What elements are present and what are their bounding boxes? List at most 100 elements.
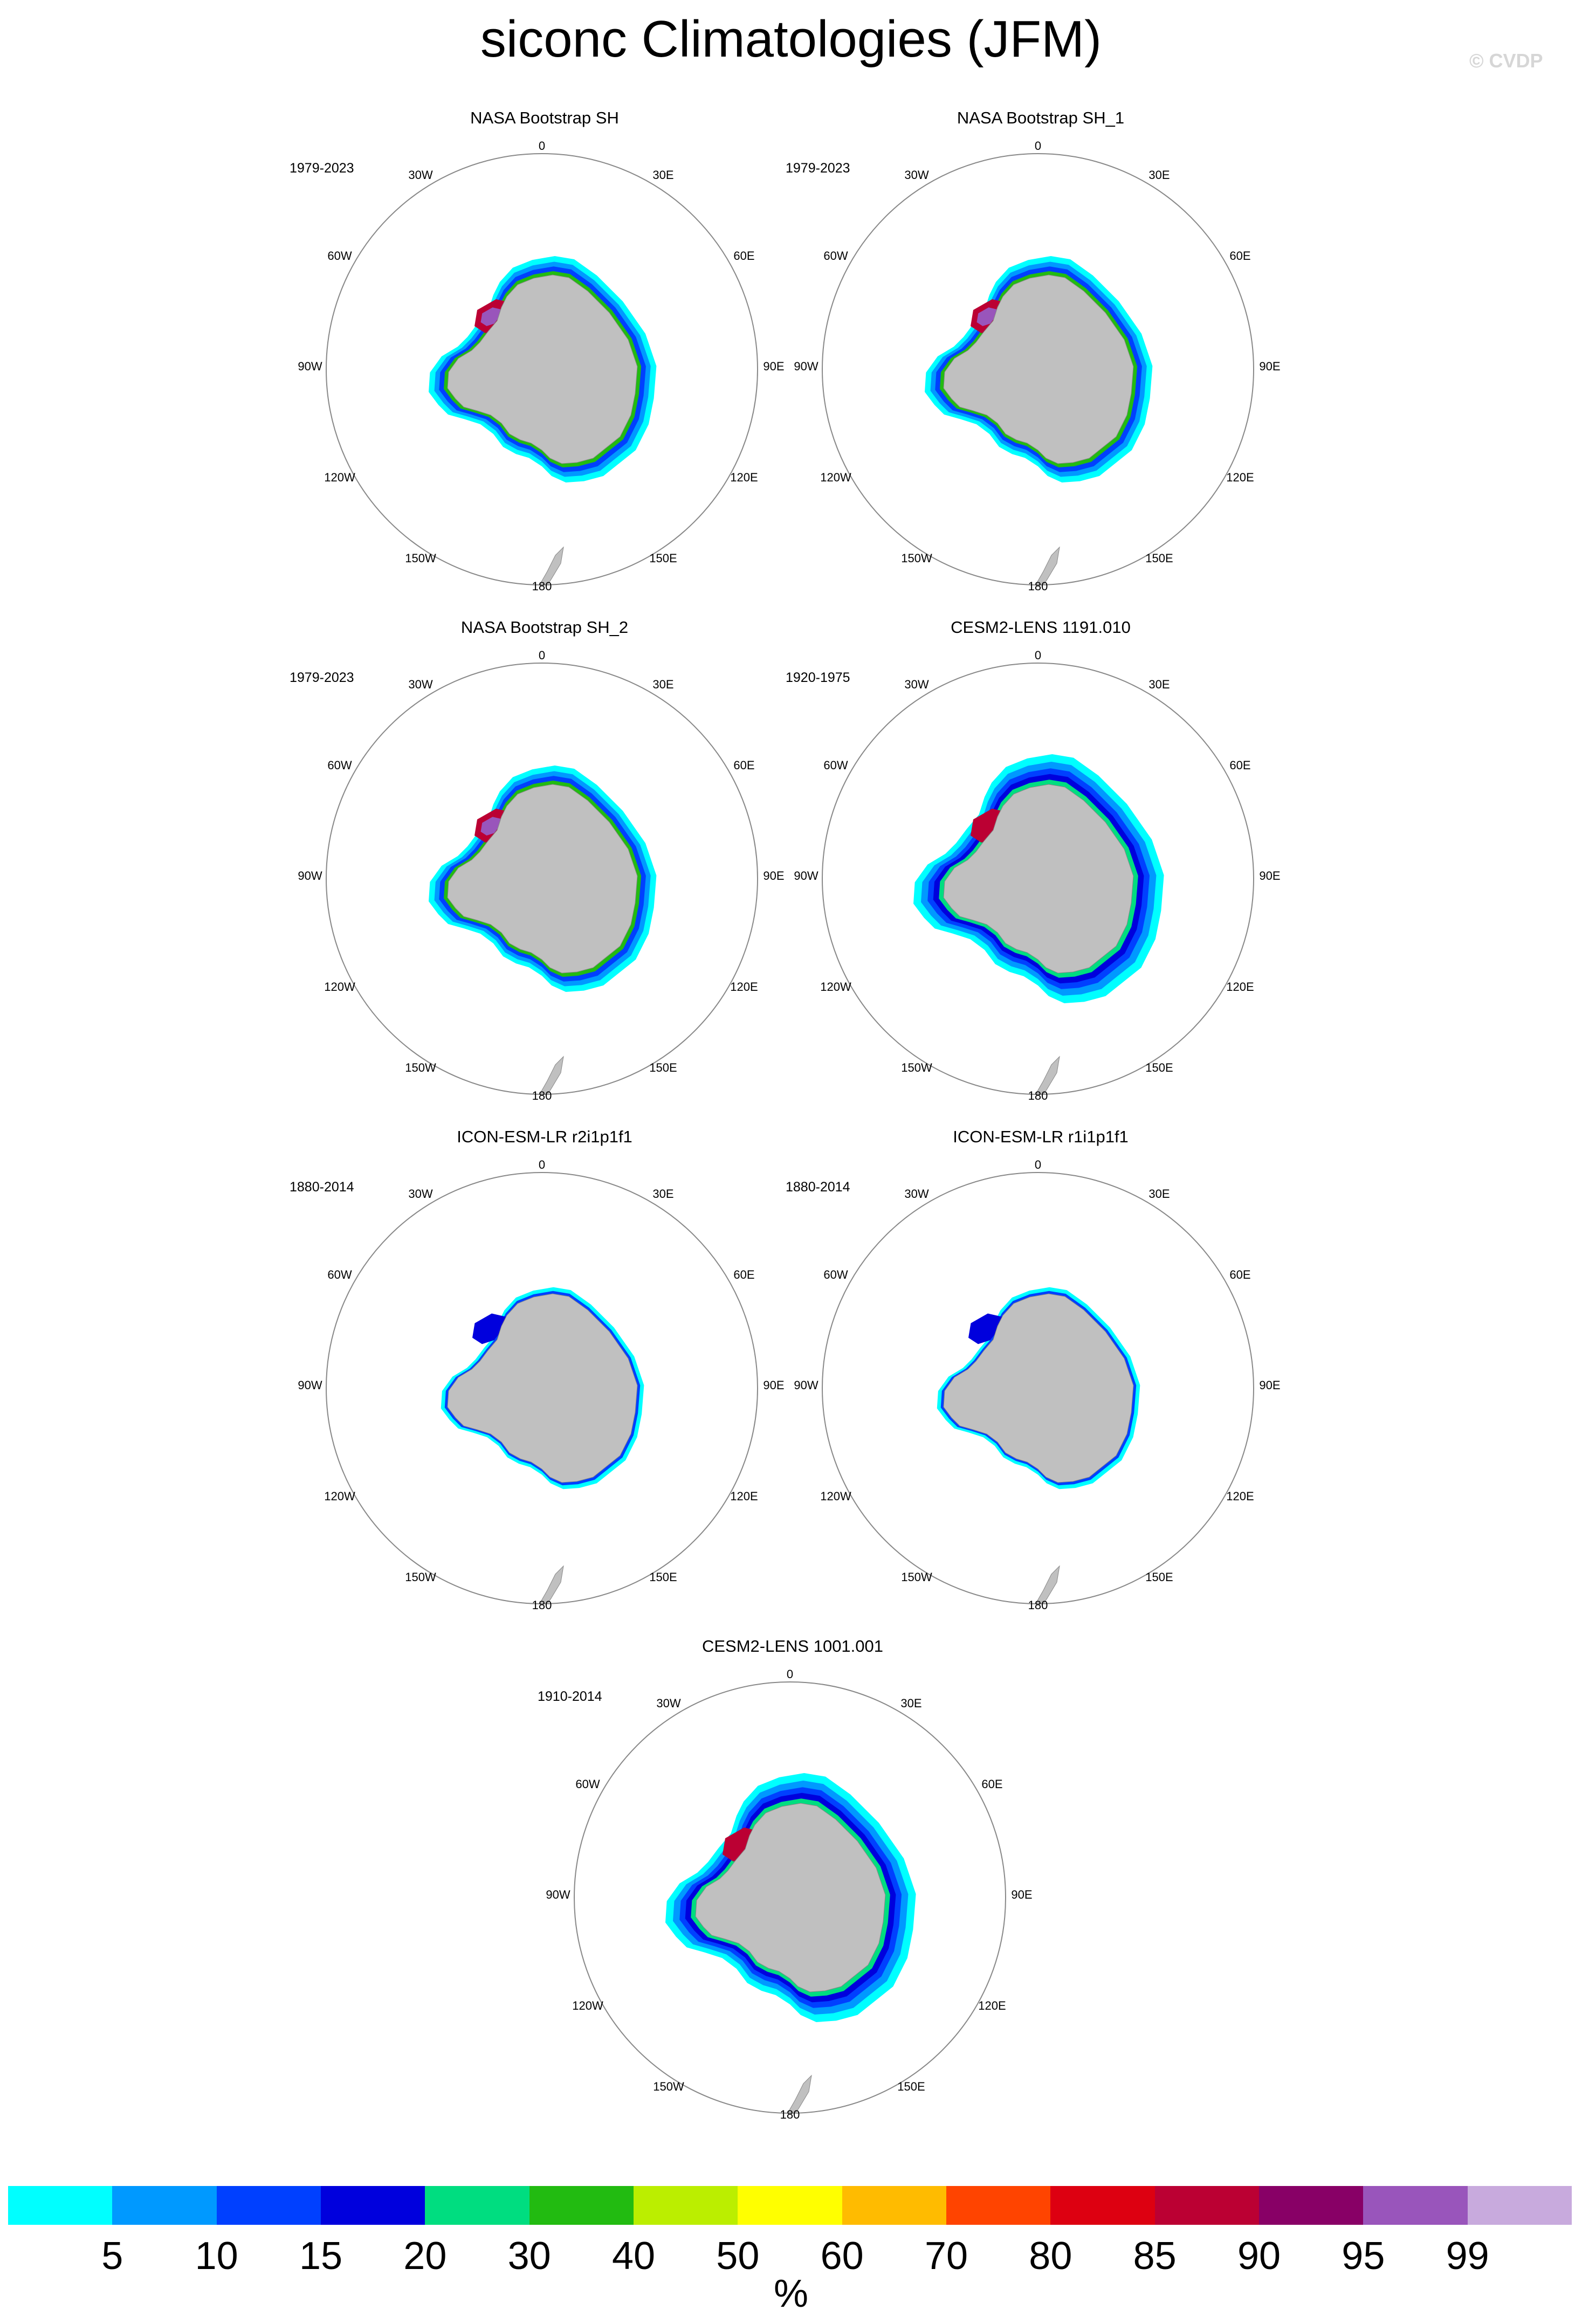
longitude-label: 150E <box>1145 1570 1173 1584</box>
longitude-label: 90E <box>763 1378 784 1392</box>
map-border <box>822 153 1254 585</box>
longitude-label: 90E <box>1259 1378 1280 1392</box>
longitude-label: 60E <box>981 1777 1002 1791</box>
tasmania-land <box>1178 1574 1191 1590</box>
longitude-label: 90W <box>298 1378 322 1392</box>
longitude-label: 30W <box>904 1187 928 1201</box>
longitude-label: 30E <box>652 1187 673 1201</box>
longitude-label: 0 <box>1035 1158 1041 1171</box>
tasmania-land <box>682 1574 695 1590</box>
map-panel: NASA Bootstrap SH 1979-2023 0 30E 60E 90E 120E… <box>275 108 814 609</box>
colorbar-tick-label: 15 <box>299 2235 343 2278</box>
longitude-label: 60W <box>823 1268 848 1281</box>
colorbar-box <box>1467 2186 1572 2225</box>
colorbar-box <box>633 2186 738 2225</box>
colorbar-box <box>8 2186 113 2225</box>
longitude-label: 150E <box>649 551 677 565</box>
longitude-label: 150W <box>405 551 436 565</box>
new-zealand-land <box>1032 1056 1060 1094</box>
longitude-label: 120W <box>324 1489 355 1503</box>
longitude-label: 120E <box>1226 1489 1254 1503</box>
longitude-label: 120E <box>1226 980 1254 994</box>
panel-title: ICON-ESM-LR r1i1p1f1 <box>953 1127 1129 1146</box>
polar-map: 0 30E 60E 90E 120E 150E 180 150W 120W 90W 60W 30W <box>546 1667 1032 2121</box>
longitude-label: 120E <box>978 1999 1006 2012</box>
longitude-label: 60W <box>575 1777 600 1791</box>
longitude-label: 180 <box>1028 580 1048 593</box>
panel-title: ICON-ESM-LR r2i1p1f1 <box>457 1127 632 1146</box>
longitude-label: 90E <box>1259 360 1280 373</box>
longitude-label: 30E <box>1148 168 1170 182</box>
antarctica-land <box>943 1293 1134 1483</box>
longitude-label: 150E <box>897 2080 925 2093</box>
longitude-label: 120E <box>730 980 758 994</box>
tasmania-land <box>1178 555 1191 571</box>
longitude-label: 60W <box>823 758 848 772</box>
longitude-label: 150W <box>901 1570 932 1584</box>
polar-map: 0 30E 60E 90E 120E 150E 180 150W 120W 90W 60W 30W <box>298 649 784 1102</box>
longitude-label: 180 <box>532 580 552 593</box>
map-panel: CESM2-LENS 1001.001 1910-2014 0 30E 60E 90E 12… <box>523 1636 1062 2137</box>
longitude-label: 60W <box>327 1268 352 1281</box>
longitude-label: 90W <box>794 1378 818 1392</box>
tasmania-land <box>930 2083 943 2099</box>
colorbar-box <box>946 2186 1051 2225</box>
map-border <box>574 1681 1006 2114</box>
colorbar <box>8 2186 1572 2225</box>
colorbar-tick-label: 80 <box>1029 2235 1072 2278</box>
longitude-label: 90W <box>298 360 322 373</box>
tasmania-land <box>1178 1064 1191 1080</box>
longitude-label: 150E <box>1145 1061 1173 1074</box>
colorbar-box <box>738 2186 842 2225</box>
longitude-label: 90E <box>763 360 784 373</box>
longitude-label: 30E <box>652 678 673 691</box>
longitude-label: 30E <box>1148 678 1170 691</box>
longitude-label: 30W <box>656 1697 680 1710</box>
longitude-label: 120W <box>820 471 851 484</box>
colorbar-tick-label: 50 <box>716 2235 760 2278</box>
longitude-label: 150E <box>649 1570 677 1584</box>
map-panel: ICON-ESM-LR r1i1p1f1 1880-2014 0 30E 60E 90E 1… <box>771 1127 1310 1628</box>
south-america-land <box>326 1274 340 1319</box>
colorbar-tick-label: 70 <box>924 2235 968 2278</box>
panel-years: 1979-2023 <box>290 161 354 176</box>
longitude-label: 90E <box>763 869 784 882</box>
longitude-label: 0 <box>539 1158 545 1171</box>
colorbar-tick-label: 85 <box>1133 2235 1177 2278</box>
antarctica-land <box>447 1293 638 1483</box>
new-zealand-land <box>536 1565 564 1604</box>
panel-title: CESM2-LENS 1191.010 <box>951 618 1131 637</box>
longitude-label: 90W <box>794 869 818 882</box>
panel-years: 1979-2023 <box>290 670 354 685</box>
weddell-ice-core <box>976 307 998 326</box>
colorbar-box <box>1050 2186 1155 2225</box>
colorbar-box <box>425 2186 529 2225</box>
longitude-label: 180 <box>532 1598 552 1612</box>
polar-map: 0 30E 60E 90E 120E 150E 180 150W 120W 90W 60W 30W <box>298 139 784 593</box>
polar-map: 0 30E 60E 90E 120E 150E 180 150W 120W 90W 60W 30W <box>794 1158 1280 1612</box>
longitude-label: 60W <box>823 249 848 263</box>
longitude-label: 0 <box>1035 649 1041 662</box>
colorbar-box <box>216 2186 321 2225</box>
weddell-ice <box>472 1313 506 1344</box>
map-panel: ICON-ESM-LR r2i1p1f1 1880-2014 0 30E 60E 90E 1… <box>275 1127 814 1628</box>
longitude-label: 120W <box>820 980 851 994</box>
colorbar-tick-label: 30 <box>507 2235 551 2278</box>
map-border <box>822 1172 1254 1604</box>
longitude-label: 150E <box>649 1061 677 1074</box>
colorbar-tick-label: 99 <box>1446 2235 1489 2278</box>
longitude-label: 120E <box>730 471 758 484</box>
panel-title: CESM2-LENS 1001.001 <box>701 1637 884 1656</box>
colorbar-box <box>320 2186 425 2225</box>
longitude-label: 90W <box>298 869 322 882</box>
longitude-label: 30W <box>408 1187 432 1201</box>
longitude-label: 180 <box>532 1089 552 1102</box>
longitude-label: 90W <box>794 360 818 373</box>
longitude-label: 60E <box>1229 1268 1250 1281</box>
south-america-land <box>574 1784 588 1828</box>
copyright-label: © CVDP <box>1469 50 1543 72</box>
polar-map: 0 30E 60E 90E 120E 150E 180 150W 120W 90W 60W 30W <box>794 139 1280 593</box>
longitude-label: 30W <box>408 168 432 182</box>
south-america-land <box>326 765 340 809</box>
colorbar-box <box>842 2186 946 2225</box>
